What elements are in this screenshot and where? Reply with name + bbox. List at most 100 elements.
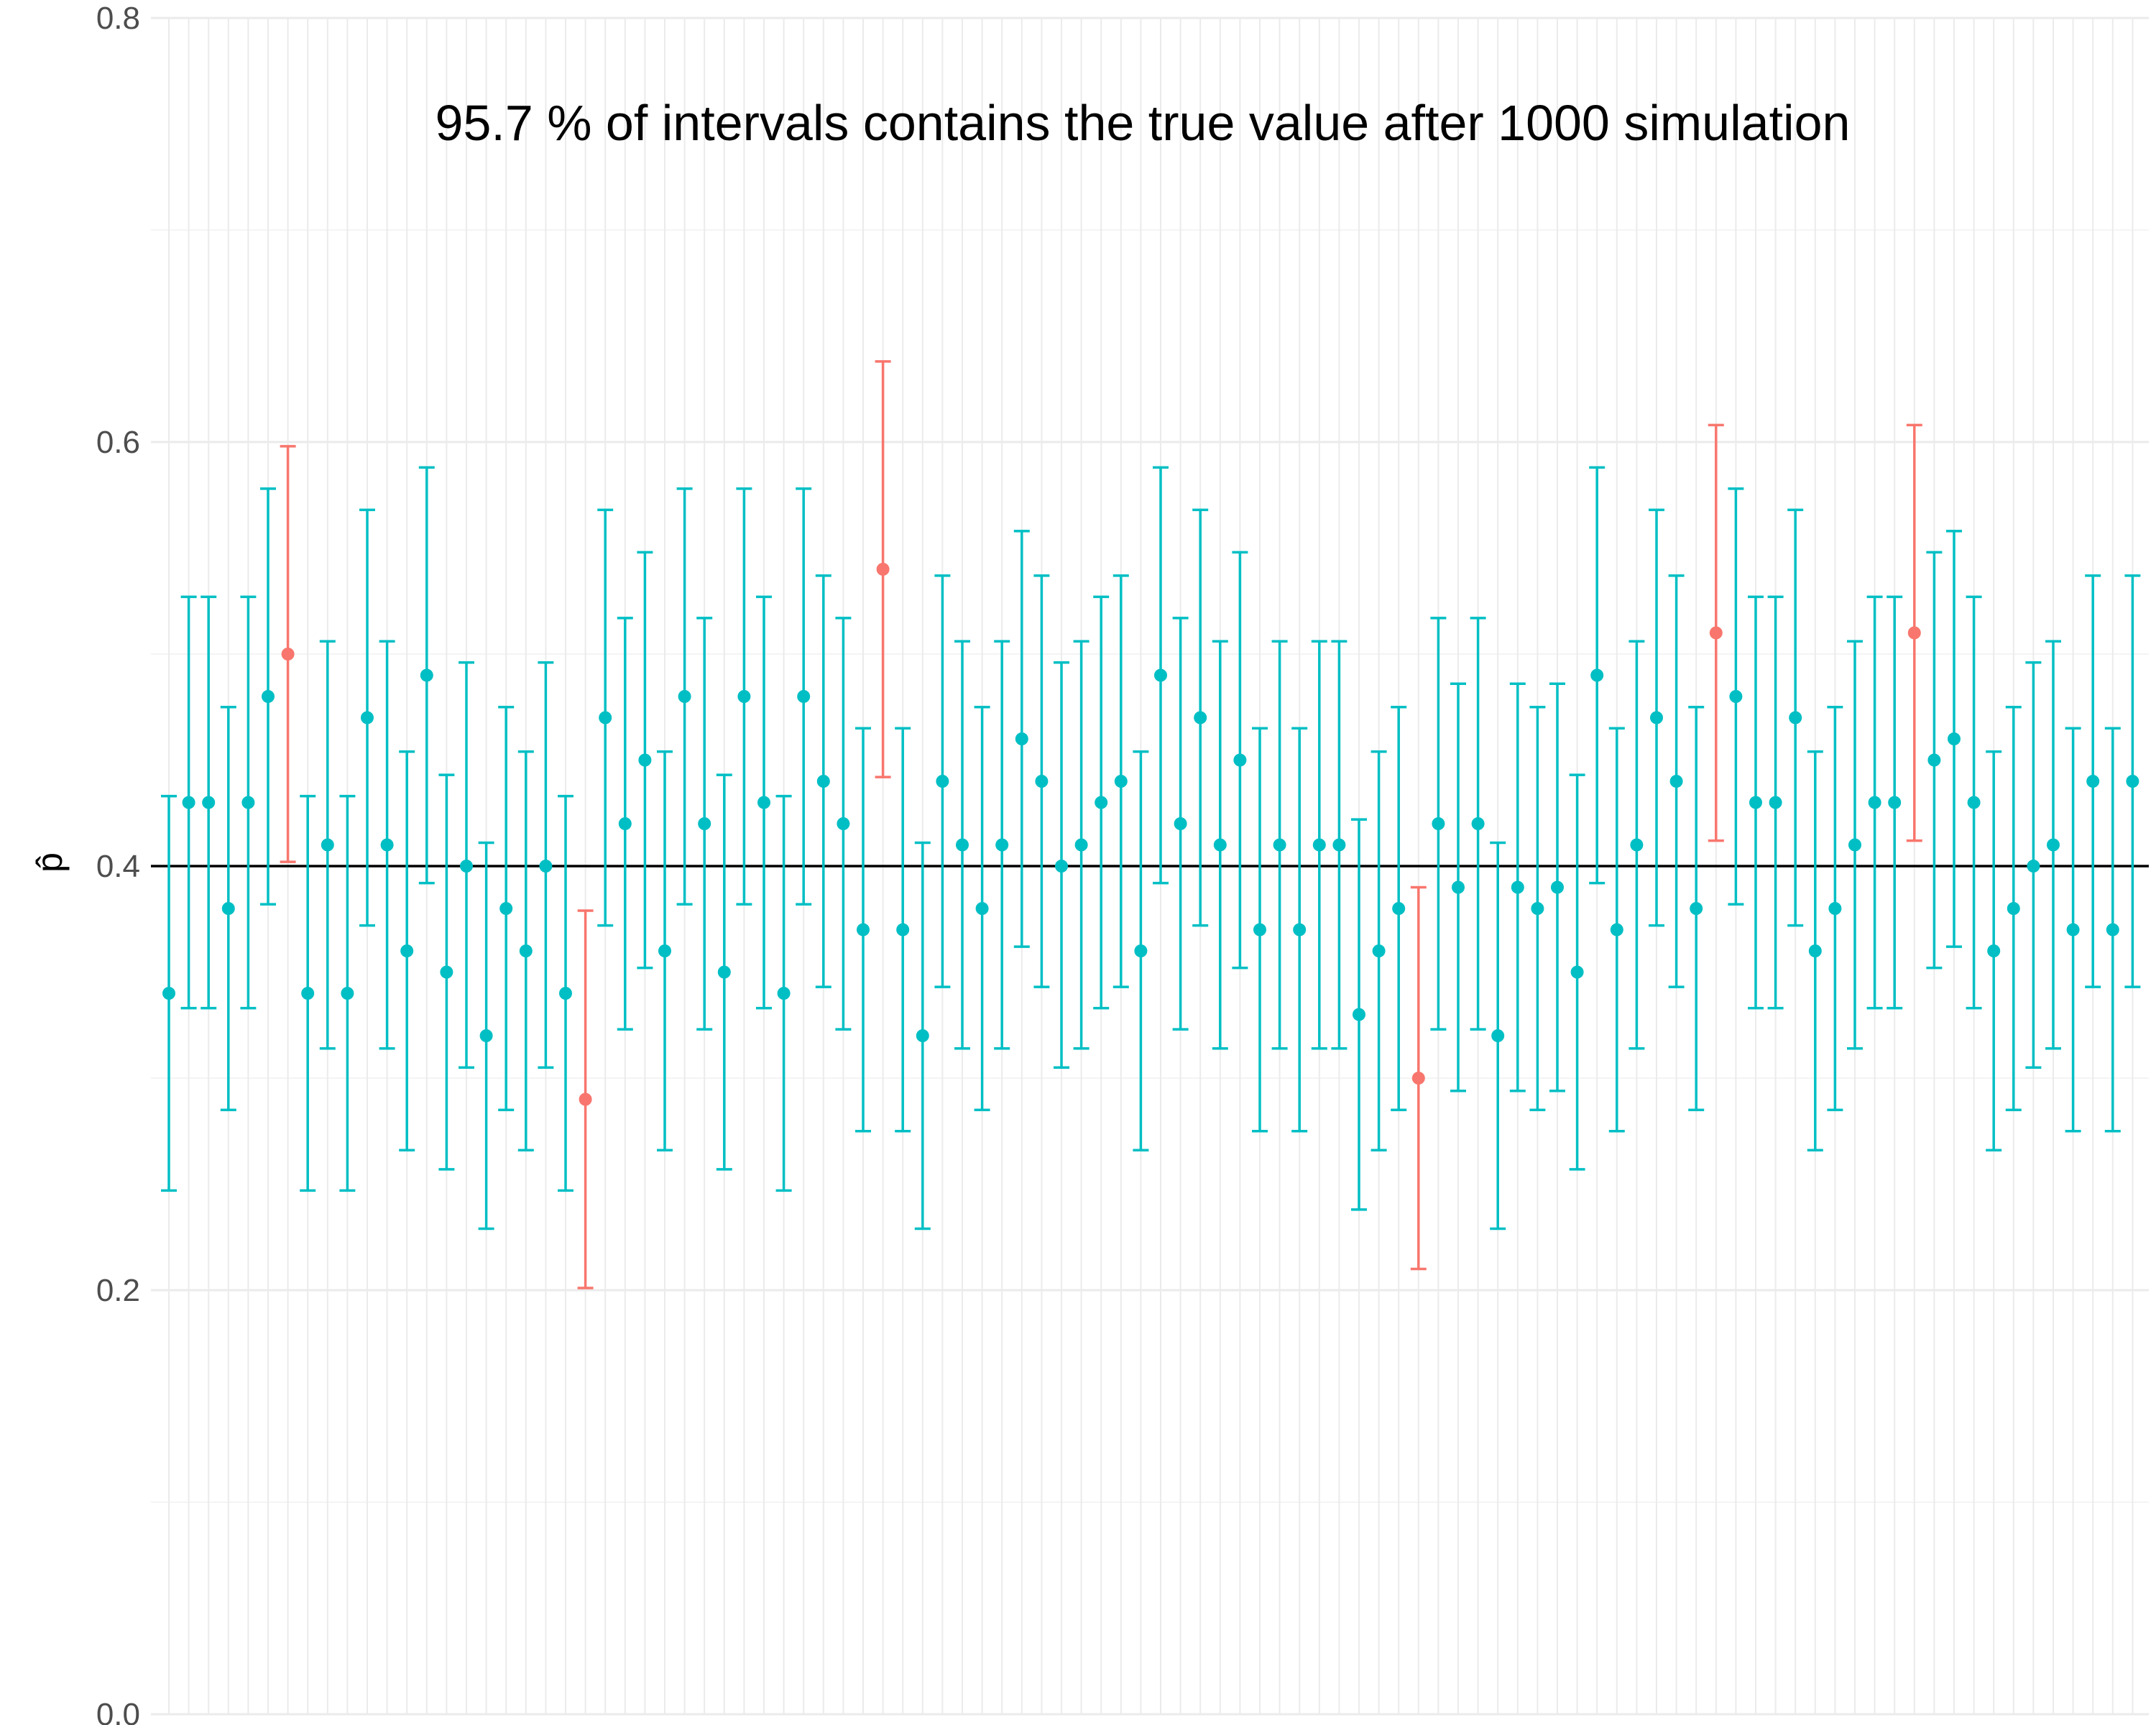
point-estimate [1848, 838, 1861, 852]
point-estimate [2106, 923, 2119, 937]
y-axis-label: p̂ [29, 852, 70, 873]
point-estimate [797, 690, 811, 703]
point-estimate [1808, 944, 1822, 957]
point-estimate [837, 817, 850, 830]
point-estimate [1749, 796, 1762, 809]
point-estimate [2007, 902, 2020, 915]
point-estimate [460, 860, 473, 873]
y-axis: 0.0 0.2 0.4 0.6 0.8 [96, 1, 140, 1725]
point-estimate [1233, 753, 1247, 767]
point-estimate [579, 1092, 592, 1106]
point-estimate [936, 775, 949, 788]
point-estimate [1967, 796, 1981, 809]
point-estimate [1353, 1008, 1365, 1021]
point-estimate [400, 944, 414, 957]
point-estimate [896, 923, 910, 937]
point-estimate [678, 690, 691, 703]
point-estimate [1570, 965, 1584, 979]
point-estimate [2027, 860, 2040, 873]
point-estimate [658, 944, 671, 957]
point-estimate [1491, 1029, 1505, 1042]
point-estimate [1095, 796, 1108, 809]
point-estimate [916, 1029, 929, 1042]
point-estimate [380, 838, 394, 852]
point-estimate [1035, 775, 1049, 788]
point-estimate [1154, 668, 1167, 682]
point-estimate [420, 668, 433, 682]
point-estimate [1630, 838, 1644, 852]
point-estimate [1411, 1072, 1425, 1085]
point-estimate [816, 775, 830, 788]
point-estimate [1551, 880, 1564, 894]
point-estimate [757, 796, 770, 809]
point-estimate [1709, 626, 1723, 640]
point-estimate [1610, 923, 1623, 937]
point-estimate [717, 965, 731, 979]
point-estimate [1828, 902, 1842, 915]
point-estimate [1511, 880, 1524, 894]
point-estimate [1293, 923, 1307, 937]
point-estimate [301, 987, 315, 1000]
point-estimate [1432, 817, 1445, 830]
point-estimate [1372, 944, 1386, 957]
point-estimate [2047, 838, 2060, 852]
point-estimate [1669, 775, 1683, 788]
point-estimate [1332, 838, 1346, 852]
point-estimate [262, 690, 275, 703]
point-estimate [2126, 775, 2139, 788]
y-tick-label: 0.4 [96, 849, 140, 884]
y-tick-label: 0.6 [96, 425, 140, 460]
point-estimate [1273, 838, 1286, 852]
point-estimate [162, 987, 175, 1000]
point-estimate [202, 796, 216, 809]
point-estimate [1015, 732, 1028, 745]
point-estimate [956, 838, 969, 852]
point-estimate [1868, 796, 1881, 809]
point-estimate [1074, 838, 1088, 852]
point-estimate [559, 987, 572, 1000]
point-estimate [539, 860, 553, 873]
point-estimate [361, 711, 374, 724]
chart-title: 95.7 % of intervals contains the true va… [436, 95, 1851, 151]
point-estimate [519, 944, 533, 957]
y-tick-label: 0.8 [96, 1, 140, 36]
point-estimate [1114, 775, 1128, 788]
point-estimate [1948, 732, 1961, 745]
point-estimate [241, 796, 255, 809]
point-estimate [1213, 838, 1227, 852]
point-estimate [1194, 711, 1207, 724]
point-estimate [1789, 711, 1802, 724]
point-estimate [638, 753, 652, 767]
point-estimate [737, 690, 751, 703]
y-tick-label: 0.2 [96, 1273, 140, 1308]
point-estimate [1471, 817, 1485, 830]
point-estimate [1452, 880, 1465, 894]
point-estimate [1174, 817, 1187, 830]
point-estimate [876, 563, 890, 576]
point-estimate [499, 902, 513, 915]
point-estimate [440, 965, 453, 979]
point-estimate [341, 987, 354, 1000]
point-estimate [1769, 796, 1782, 809]
point-estimate [2086, 775, 2100, 788]
point-estimate [1253, 923, 1266, 937]
point-estimate [618, 817, 632, 830]
point-estimate [1590, 668, 1604, 682]
point-estimate [281, 648, 295, 661]
point-estimates [162, 563, 2139, 1106]
point-estimate [1392, 902, 1406, 915]
point-estimate [857, 923, 870, 937]
point-estimate [1987, 944, 2001, 957]
point-estimate [1729, 690, 1743, 703]
point-estimate [1907, 626, 1921, 640]
point-estimate [599, 711, 612, 724]
point-estimate [479, 1029, 493, 1042]
point-estimate [321, 838, 334, 852]
point-estimate [2066, 923, 2080, 937]
point-estimate [995, 838, 1009, 852]
point-estimate [975, 902, 989, 915]
point-estimate [698, 817, 711, 830]
y-tick-label: 0.0 [96, 1697, 140, 1725]
point-estimate [1055, 860, 1068, 873]
